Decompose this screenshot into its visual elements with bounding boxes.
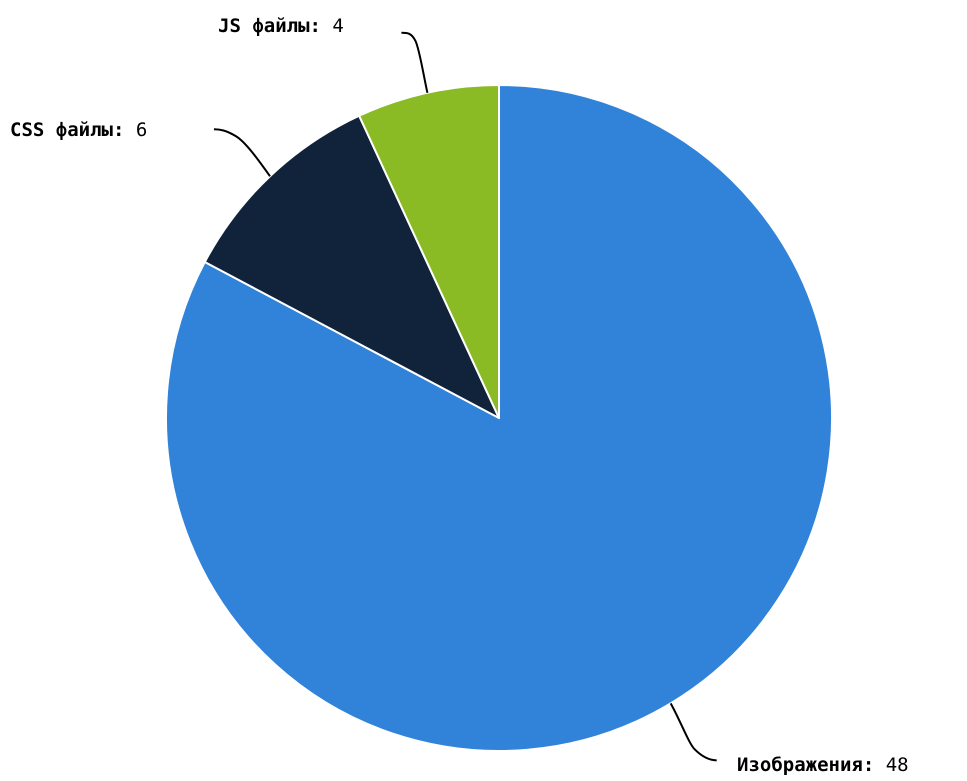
- leader-line-images: [669, 702, 717, 762]
- leader-lines-layer: [213, 31, 717, 762]
- pie-slice-css-files[interactable]: [203, 114, 500, 419]
- data-label-name: CSS файлы:: [10, 119, 124, 141]
- data-label-images: Изображения: 48: [737, 754, 909, 776]
- data-label-js-files: JS файлы: 4: [218, 15, 344, 37]
- data-label-name: JS файлы:: [218, 15, 321, 37]
- leader-line-js-files: [401, 31, 429, 94]
- labels-layer: Изображения: 48 CSS файлы: 6 JS файлы: 4: [10, 15, 909, 776]
- data-label-value: 48: [874, 754, 908, 776]
- data-label-css-files: CSS файлы: 6: [10, 119, 147, 141]
- data-label-value: 4: [321, 15, 344, 37]
- data-label-name: Изображения:: [737, 754, 874, 776]
- leader-line-css-files: [213, 128, 271, 177]
- data-label-value: 6: [124, 119, 147, 141]
- slices-layer: [165, 84, 833, 752]
